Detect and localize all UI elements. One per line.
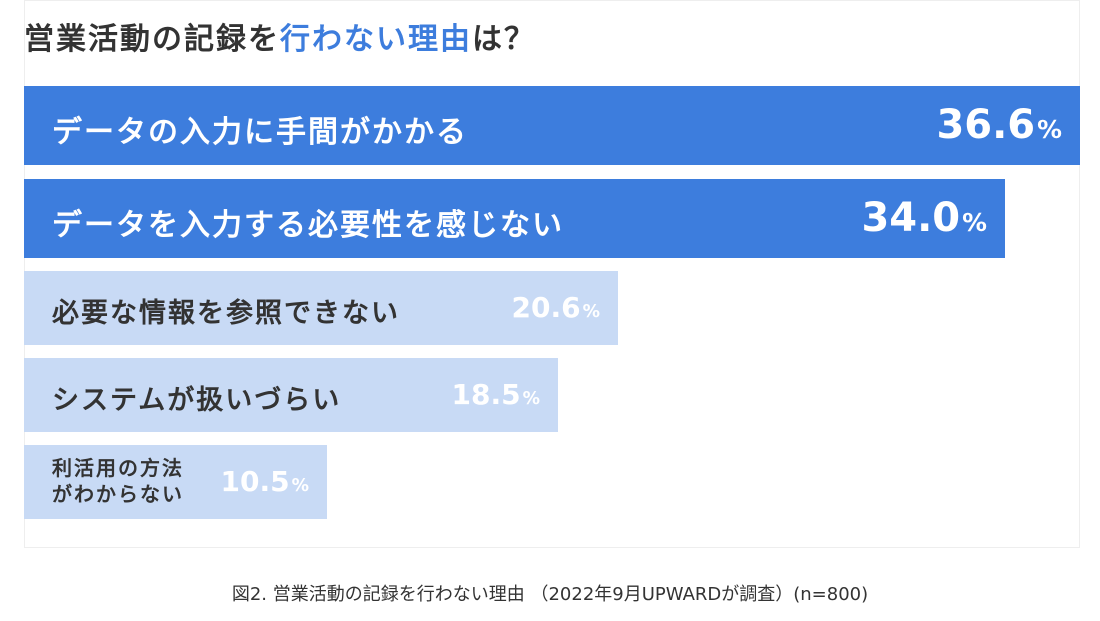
bar-value-unit: % [522, 389, 540, 409]
bar-1: データの入力に手間がかかる 36.6% [24, 86, 1080, 165]
bar-value-4: 18.5% [452, 378, 541, 411]
bar-value-unit: % [1037, 115, 1062, 144]
bar-value-number: 36.6 [936, 102, 1036, 148]
bar-label-3: 必要な情報を参照できない [52, 298, 400, 329]
bar-label-4: システムが扱いづらい [52, 385, 342, 416]
bar-value-unit: % [582, 302, 600, 322]
bar-label-line: がわからない [52, 482, 184, 506]
bar-5: 利活用の方法 がわからない 10.5% [24, 445, 327, 519]
bar-value-2: 34.0% [861, 195, 987, 241]
bar-value-5: 10.5% [221, 465, 310, 498]
bar-value-number: 18.5 [451, 378, 521, 411]
bar-value-number: 20.6 [511, 291, 581, 324]
figure-caption: 図2. 営業活動の記録を行わない理由 （2022年9月UPWARDが調査）(n=… [231, 584, 869, 605]
bar-value-number: 10.5 [220, 465, 290, 498]
bar-chart: データの入力に手間がかかる 36.6% データを入力する必要性を感じない 34.0% 必… [24, 0, 1080, 548]
bar-2: データを入力する必要性を感じない 34.0% [24, 179, 1005, 258]
bar-3: 必要な情報を参照できない 20.6% [24, 271, 618, 345]
bar-value-unit: % [291, 476, 309, 496]
bar-value-1: 36.6% [936, 102, 1062, 148]
bar-label-1: データの入力に手間がかかる [52, 115, 468, 150]
bar-label-line: 利活用の方法 [52, 456, 184, 480]
bar-label-5: 利活用の方法 がわからない [52, 455, 184, 507]
bar-value-3: 20.6% [512, 291, 601, 324]
bar-label-2: データを入力する必要性を感じない [52, 208, 564, 243]
chart-title-part3: は？ [472, 22, 536, 57]
bar-value-number: 34.0 [861, 195, 961, 241]
bar-value-unit: % [962, 208, 987, 237]
bar-4: システムが扱いづらい 18.5% [24, 358, 558, 432]
chart-title: 営業活動の記録を行わない理由は？ [24, 14, 536, 58]
chart-title-accent: 行わない理由 [280, 22, 472, 57]
chart-title-part1: 営業活動の記録を [24, 22, 280, 57]
